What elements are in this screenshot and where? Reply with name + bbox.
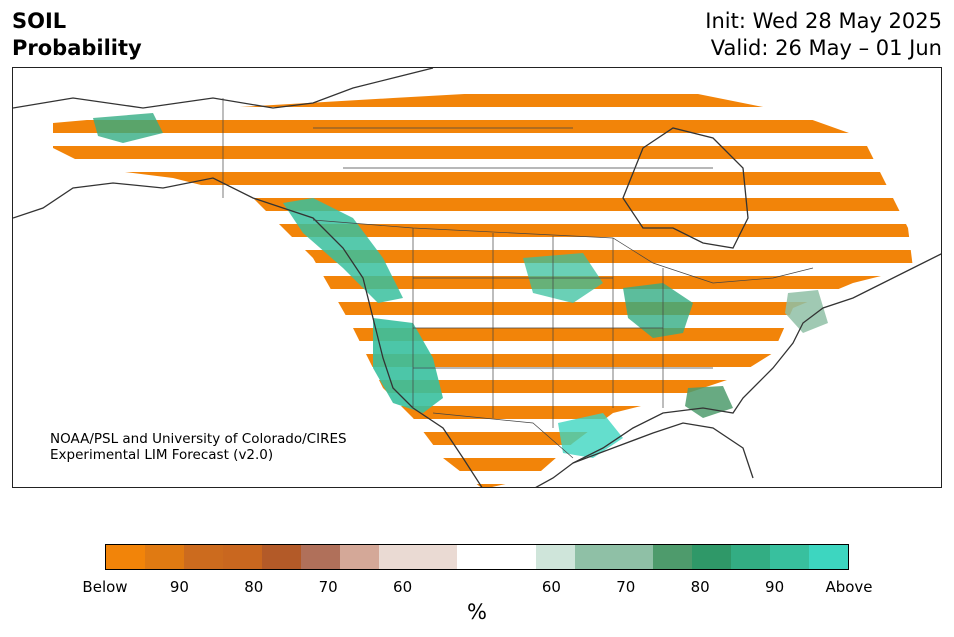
map-canvas bbox=[13, 68, 941, 487]
colorbar-segment-below-1 bbox=[106, 545, 146, 569]
colorbar-segment-above-2 bbox=[574, 545, 614, 569]
colorbar-tick: 70 bbox=[616, 578, 636, 596]
map-credit: NOAA/PSL and University of Colorado/CIRE… bbox=[50, 431, 347, 463]
colorbar-tick: Below bbox=[82, 578, 128, 596]
colorbar-segment-below-6 bbox=[301, 545, 341, 569]
valid-date: Valid: 26 May – 01 Jun bbox=[710, 36, 942, 60]
coastlines bbox=[13, 68, 941, 487]
above-patch-alaska bbox=[93, 113, 163, 143]
forecast-dates: Init: Wed 28 May 2025 Valid: 26 May – 01… bbox=[705, 8, 942, 62]
colorbar-tick: 70 bbox=[318, 578, 338, 596]
colorbar-tick: 60 bbox=[541, 578, 561, 596]
credit-line-1: NOAA/PSL and University of Colorado/CIRE… bbox=[50, 431, 347, 447]
colorbar-segment-above-1 bbox=[535, 545, 575, 569]
init-date: Init: Wed 28 May 2025 bbox=[705, 9, 942, 33]
colorbar-segment-above-4 bbox=[652, 545, 692, 569]
map-title: SOIL Probability bbox=[12, 8, 142, 62]
credit-line-2: Experimental LIM Forecast (v2.0) bbox=[50, 447, 274, 463]
colorbar-tick: 80 bbox=[690, 578, 710, 596]
internal-borders bbox=[313, 127, 713, 428]
above-patch-northeast bbox=[785, 290, 828, 333]
colorbar-segment-neutral bbox=[457, 545, 536, 569]
colorbar-tick: Above bbox=[825, 578, 873, 596]
above-patch-southeast bbox=[685, 386, 733, 418]
forecast-map: NOAA/PSL and University of Colorado/CIRE… bbox=[12, 67, 942, 488]
colorbar-tick: 80 bbox=[244, 578, 264, 596]
colorbar-segment-above-8 bbox=[808, 545, 848, 569]
above-normal-patches bbox=[93, 113, 828, 458]
colorbar-tick: 90 bbox=[765, 578, 785, 596]
border-us-canada bbox=[312, 219, 814, 284]
colorbar-tick: 60 bbox=[393, 578, 413, 596]
colorbar-segment-below-5 bbox=[262, 545, 302, 569]
title-line-2: Probability bbox=[12, 36, 142, 60]
coastline-hudson-bay bbox=[622, 127, 749, 249]
border-us-mexico bbox=[432, 412, 574, 459]
colorbar-segment-below-3 bbox=[184, 545, 224, 569]
coastline-north-america bbox=[13, 68, 941, 487]
above-patch-pacific-northwest bbox=[283, 198, 403, 303]
coastline-gulf bbox=[572, 422, 754, 479]
above-patch-texas bbox=[558, 413, 623, 458]
below-normal-region bbox=[53, 88, 913, 487]
colorbar-segment-below-8 bbox=[379, 545, 458, 569]
political-borders bbox=[222, 98, 814, 459]
colorbar-tick: 90 bbox=[169, 578, 189, 596]
colorbar-segment-below-7 bbox=[340, 545, 380, 569]
title-line-1: SOIL bbox=[12, 9, 67, 33]
colorbar-segment-above-3 bbox=[613, 545, 653, 569]
colorbar-segment-above-5 bbox=[691, 545, 731, 569]
colorbar-segment-below-4 bbox=[223, 545, 263, 569]
colorbar-unit-label: % bbox=[467, 600, 487, 624]
colorbar-segment-above-6 bbox=[730, 545, 770, 569]
colorbar-segment-below-2 bbox=[145, 545, 185, 569]
above-patch-great-lakes bbox=[623, 283, 693, 338]
above-patch-pacific-coast bbox=[373, 318, 443, 413]
colorbar-ticks: Below 90 80 70 60 60 70 80 90 Above bbox=[82, 578, 872, 598]
colorbar-segment-above-7 bbox=[769, 545, 809, 569]
colorbar bbox=[105, 544, 849, 570]
